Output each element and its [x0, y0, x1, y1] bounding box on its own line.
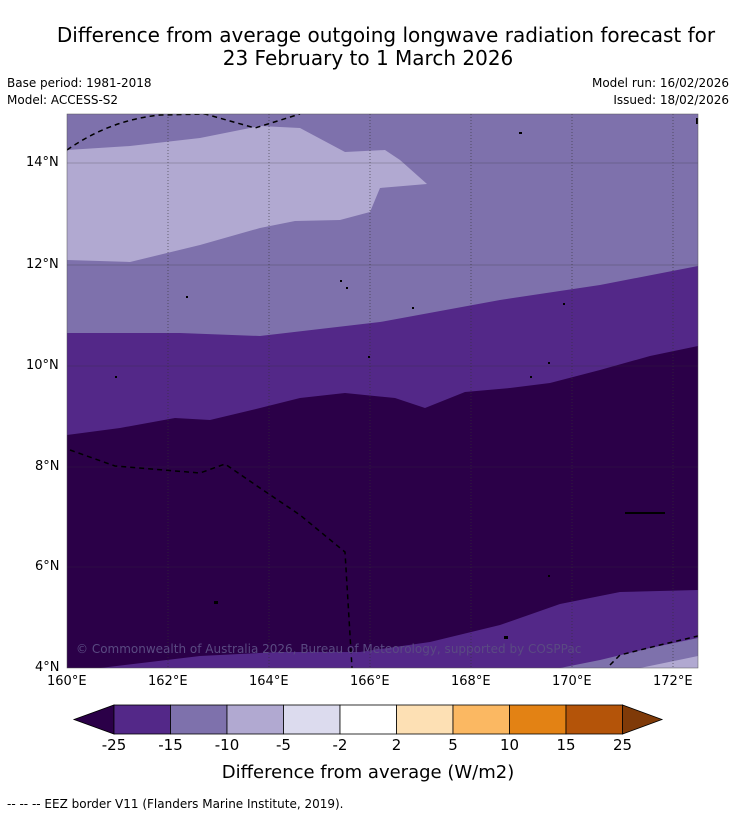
- lon-tick-162e: 162°E: [148, 674, 188, 689]
- lon-tick-160e: 160°E: [47, 674, 87, 689]
- colorbar-swatch: [452, 704, 510, 735]
- colorbar-tick-label: -2: [332, 736, 348, 754]
- colorbar-swatch: [226, 704, 284, 735]
- colorbar-tick-label: -15: [158, 736, 183, 754]
- colorbar-swatch: [396, 704, 454, 735]
- colorbar-swatch: [339, 704, 397, 735]
- eez-legend-footer: -- -- -- EEZ border V11 (Flanders Marine…: [7, 797, 344, 811]
- colorbar-tick-label: 15: [556, 736, 576, 754]
- model-name: Model: ACCESS-S2: [7, 93, 119, 107]
- colorbar-tick-label: 2: [391, 736, 402, 754]
- lon-tick-168e: 168°E: [451, 674, 491, 689]
- map-frame: [66, 113, 699, 669]
- colorbar-tick-label: 25: [612, 736, 633, 754]
- band-below-minus25: [67, 346, 698, 668]
- lon-tick-166e: 166°E: [350, 674, 390, 689]
- colorbar-swatch: [509, 704, 567, 735]
- islands: [115, 118, 698, 639]
- colorbar-tick-label: -10: [214, 736, 240, 754]
- lon-tick-170e: 170°E: [552, 674, 592, 689]
- colorbar-tick-label: -25: [101, 736, 127, 754]
- map-plot-area: © Commonwealth of Australia 2026, Bureau…: [67, 114, 698, 668]
- colorbar-tick-label: 10: [499, 736, 520, 754]
- lat-tick-12n: 12°N: [26, 257, 59, 272]
- gridlines: [167, 114, 674, 668]
- colorbar-swatch: [565, 704, 623, 735]
- band-minus5-to-minus2: [67, 126, 427, 262]
- colorbar-swatch: [283, 704, 341, 735]
- model-run: Model run: 16/02/2026: [591, 76, 729, 90]
- colorbar-tick-label: 5: [448, 736, 458, 754]
- lat-tick-8n: 8°N: [35, 459, 60, 474]
- lat-tick-4n: 4°N: [35, 660, 60, 675]
- band-bottom-right-light: [640, 656, 698, 668]
- issued-date: Issued: 18/02/2026: [613, 93, 729, 107]
- colorbar-arrow-low: [72, 704, 115, 735]
- colorbar-swatch: [113, 704, 171, 735]
- map-title-line1: Difference from average outgoing longwav…: [56, 23, 716, 47]
- colorbar-tick-label: -5: [276, 736, 291, 754]
- eez-borders: [67, 114, 698, 668]
- copyright-text: © Commonwealth of Australia 2026, Bureau…: [76, 642, 581, 656]
- map-title-line2: 23 February to 1 March 2026: [222, 46, 514, 70]
- colorbar-swatch: [170, 704, 228, 735]
- colorbar: [72, 704, 664, 735]
- base-period: Base period: 1981-2018: [7, 76, 152, 90]
- lat-tick-14n: 14°N: [26, 155, 59, 170]
- band-bottom-right: [560, 638, 698, 668]
- lon-tick-172e: 172°E: [653, 674, 693, 689]
- lat-tick-6n: 6°N: [35, 559, 60, 574]
- lat-tick-10n: 10°N: [26, 358, 59, 373]
- colorbar-arrow-high: [622, 704, 664, 735]
- lon-tick-164e: 164°E: [249, 674, 289, 689]
- colorbar-title: Difference from average (W/m2): [221, 762, 515, 783]
